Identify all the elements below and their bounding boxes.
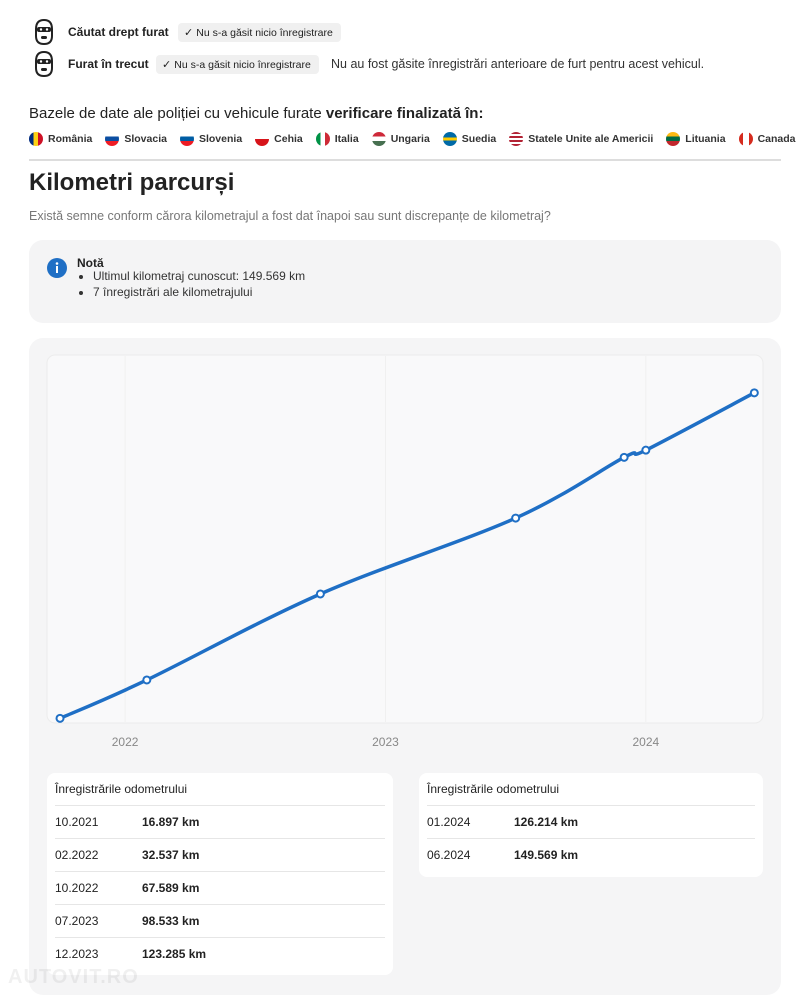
country: Slovenia <box>179 132 243 146</box>
record-km: 32.537 km <box>142 848 200 862</box>
record-date: 06.2024 <box>427 848 471 862</box>
mask-icon <box>35 51 53 77</box>
record-km: 126.214 km <box>514 815 579 829</box>
theft-badge: Nu s-a găsit nicio înregistrare <box>156 55 319 74</box>
point <box>55 713 65 723</box>
theft-note: Nu au fost găsite înregistrări anterioar… <box>331 57 705 71</box>
country-name: Lituania <box>685 133 726 145</box>
country-name: Italia <box>334 133 359 145</box>
flag <box>371 132 386 146</box>
record-date: 10.2022 <box>55 881 99 895</box>
point <box>749 388 759 398</box>
table-row: 10.2022 67.589 km <box>55 871 385 904</box>
record-km: 149.569 km <box>514 848 579 862</box>
country: Suedia <box>442 132 497 146</box>
record-km: 16.897 km <box>142 815 200 829</box>
note-box: Notă Ultimul kilometraj cunoscut: 149.56… <box>29 240 781 323</box>
theft-badge: Nu s-a găsit nicio înregistrare <box>178 23 341 42</box>
table: Înregistrările odometrului 01.2024 126.214… <box>419 773 763 877</box>
point <box>142 675 152 685</box>
country: Italia <box>315 132 359 146</box>
point <box>315 589 325 599</box>
divider <box>29 159 781 161</box>
country-list: România Slovacia Slovenia Cehia Italia Ungari… <box>29 132 796 146</box>
country: Statele Unite ale Americii <box>509 132 653 146</box>
table-row: 07.2023 98.533 km <box>55 904 385 937</box>
point <box>619 452 629 462</box>
flag <box>29 132 43 146</box>
info-icon <box>47 258 67 278</box>
record-km: 98.533 km <box>142 914 200 928</box>
theft-label: Căutat drept furat <box>68 25 169 39</box>
country: Canada <box>738 132 796 146</box>
point <box>641 445 651 455</box>
country-name: Slovenia <box>198 133 243 145</box>
country: România <box>29 132 92 146</box>
country: Ungaria <box>371 132 430 146</box>
databases-bold: verificare finalizată în: <box>325 105 484 122</box>
flag <box>315 132 330 146</box>
record-km: 67.589 km <box>142 881 200 895</box>
x-tick-label: 2023 <box>372 735 399 749</box>
flag <box>255 132 270 146</box>
x-tick-label: 2024 <box>632 735 659 749</box>
point <box>511 513 521 523</box>
flag <box>509 132 524 146</box>
x-tick-label: 2022 <box>112 735 139 749</box>
country-name: Cehia <box>274 133 303 145</box>
country-name: Canada <box>757 133 796 145</box>
table-row: 06.2024 149.569 km <box>427 838 755 871</box>
section-subtitle: Există semne conform cărora kilometrajul… <box>29 209 551 223</box>
table-title: Înregistrările odometrului <box>55 782 188 796</box>
country: Lituania <box>666 132 726 146</box>
table-row: 02.2022 32.537 km <box>55 838 385 871</box>
record-date: 02.2022 <box>55 848 99 862</box>
country-name: Suedia <box>461 133 497 145</box>
table-title: Înregistrările odometrului <box>427 782 560 796</box>
mask-icon <box>35 19 53 45</box>
country-name: Ungaria <box>390 133 430 145</box>
country-name: România <box>48 133 93 145</box>
note-item: Ultimul kilometraj cunoscut: 149.569 km <box>93 268 305 284</box>
flag <box>105 132 120 146</box>
record-date: 07.2023 <box>55 914 99 928</box>
flag <box>179 132 194 146</box>
databases-text: Bazele de date ale poliției cu vehicule … <box>29 105 322 122</box>
country-name: Slovacia <box>124 133 167 145</box>
country-name: Statele Unite ale Americii <box>528 133 654 145</box>
flag <box>442 132 457 146</box>
record-date: 01.2024 <box>427 815 471 829</box>
plot-area <box>46 354 764 724</box>
record-date: 10.2021 <box>55 815 99 829</box>
note-title: Notă <box>77 256 104 270</box>
table-row: 12.2023 123.285 km <box>55 937 385 970</box>
watermark: AUTOVIT.RO <box>8 966 139 988</box>
note-item: 7 înregistrări ale kilometrajului <box>93 284 305 300</box>
table-row: 10.2021 16.897 km <box>55 805 385 838</box>
record-km: 123.285 km <box>142 947 207 961</box>
flag <box>666 132 681 146</box>
section-title: Kilometri parcurși <box>29 169 235 196</box>
theft-label: Furat în trecut <box>68 57 149 71</box>
table: Înregistrările odometrului 10.2021 16.897 … <box>47 773 393 975</box>
table-row: 01.2024 126.214 km <box>427 805 755 838</box>
country: Slovacia <box>105 132 167 146</box>
record-date: 12.2023 <box>55 947 99 961</box>
country: Cehia <box>255 132 303 146</box>
flag <box>738 132 753 146</box>
